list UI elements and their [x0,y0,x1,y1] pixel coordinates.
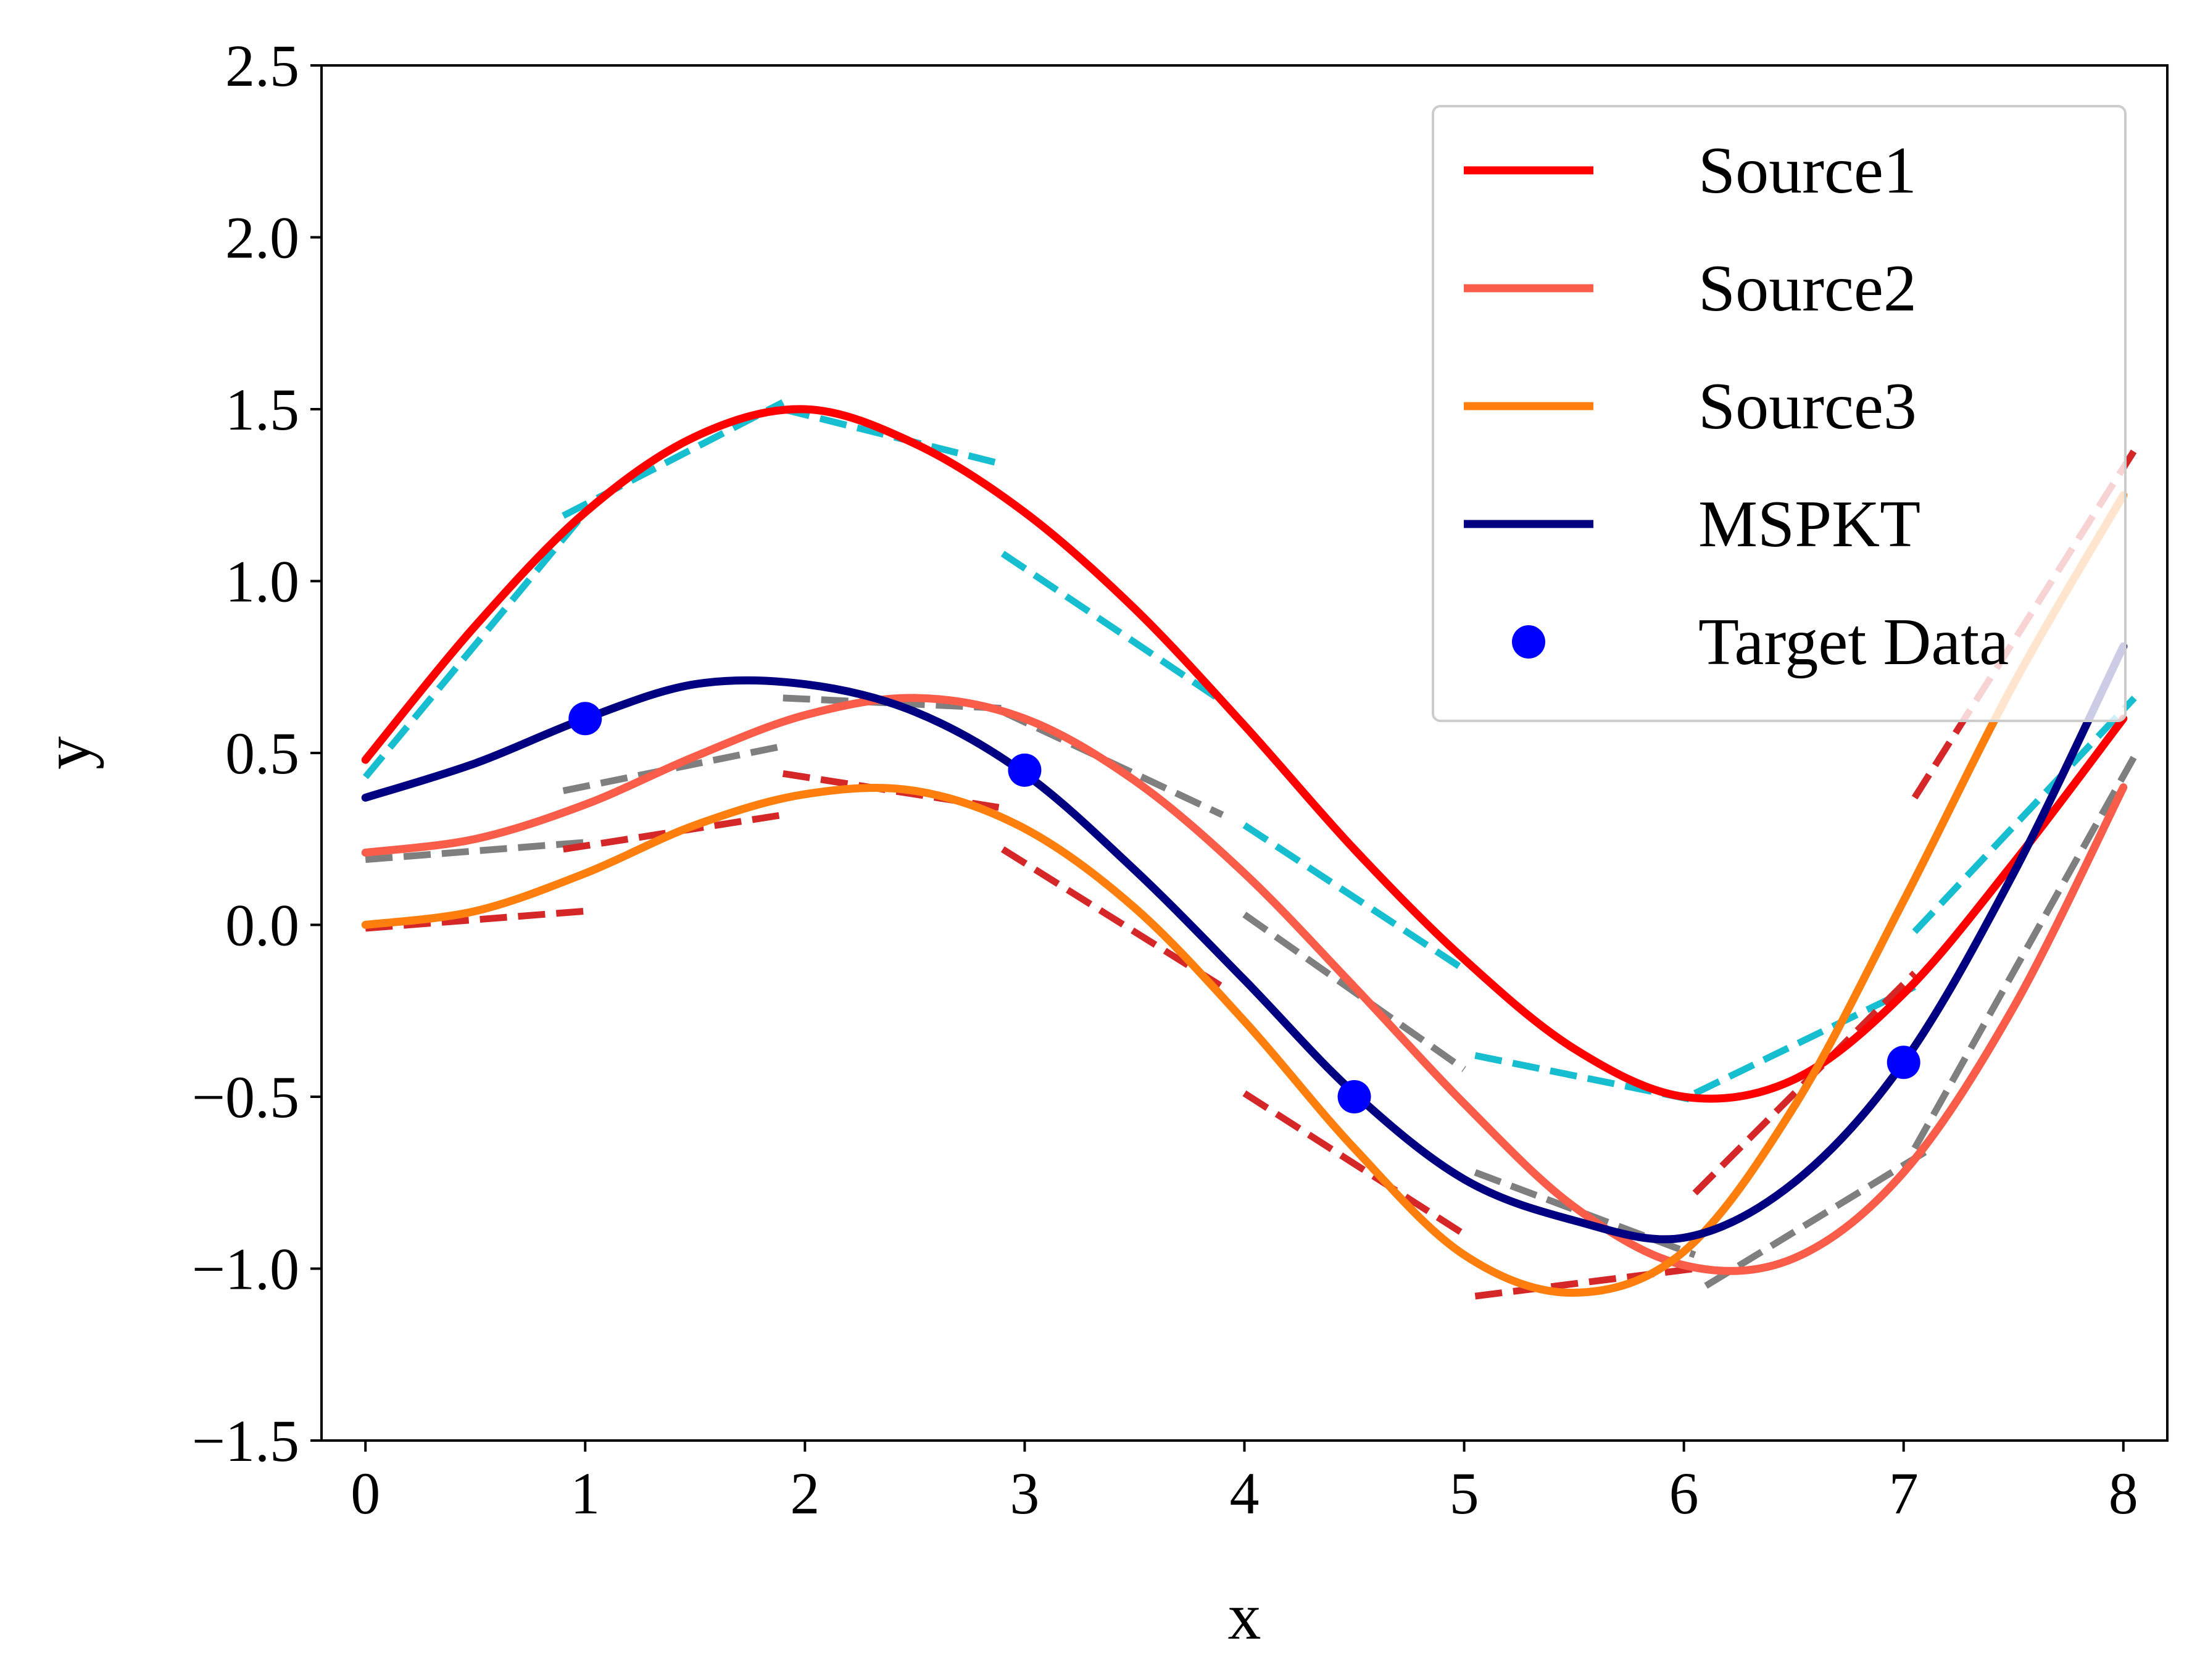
dashed-segment [362,510,588,780]
y-tick-label: 2.5 [225,33,299,99]
dashed-segment [1242,1090,1466,1237]
dashed-segment [1000,846,1224,990]
series-line-source3 [361,491,2128,1297]
dashed-segment [1912,696,2137,934]
y-tick-label: 0.0 [225,892,299,959]
y-tick-label: 1.5 [225,376,299,443]
y-tick-label: 0.5 [225,720,299,786]
x-tick-label: 3 [1010,1460,1039,1526]
y-axis-label: y [31,736,104,770]
y-tick-label: −1.5 [192,1408,299,1474]
x-tick-label: 0 [351,1460,380,1526]
series-line-source1 [361,405,2128,1103]
target-data-point [1887,1046,1920,1079]
legend-label: Target Data [1698,605,2009,679]
legend-label: Source3 [1698,370,1917,443]
x-tick-label: 2 [790,1460,820,1526]
dashed-segment [1000,551,1224,705]
dashed-segment [1693,983,1916,1097]
target-points [568,702,1920,1113]
target-data-point [1008,753,1042,787]
x-tick-label: 5 [1450,1460,1479,1526]
legend-label: Source1 [1698,134,1917,207]
y-tick-label: 1.0 [225,549,299,615]
target-data-point [1337,1080,1371,1113]
series-line-source2 [361,694,2128,1275]
y-tick-label: −1.0 [192,1236,299,1302]
x-tick-label: 8 [2109,1460,2138,1526]
target-data-point [568,702,602,736]
plot-frame [320,64,2169,1442]
y-tick-label: 2.0 [225,205,299,271]
x-axis-label: x [1228,1580,1261,1653]
legend-label: MSPKT [1698,488,1920,561]
x-tick-label: 1 [570,1460,600,1526]
dashed-segment [1704,1149,1928,1289]
x-tick-label: 7 [1889,1460,1919,1526]
legend-box [1432,105,2127,722]
legend-marker [1512,625,1545,659]
y-tick-label: −0.5 [192,1064,299,1130]
series-line-mspkt [361,642,2128,1244]
legend-label: Source2 [1698,252,1917,325]
dashed-segment [1242,822,1466,973]
x-tick-label: 4 [1230,1460,1260,1526]
axis-ticks: 0 1 2 3 4 5 6 7 8 −1.5 −1.0 −0.5 0.0 0.5 1.0 1.5 2.0 2.5 [192,33,2138,1526]
series-lines [361,405,2128,1297]
legend: Source1 Source2 Source3 MSPKT Target Data [1432,105,2127,722]
x-tick-label: 6 [1669,1460,1699,1526]
